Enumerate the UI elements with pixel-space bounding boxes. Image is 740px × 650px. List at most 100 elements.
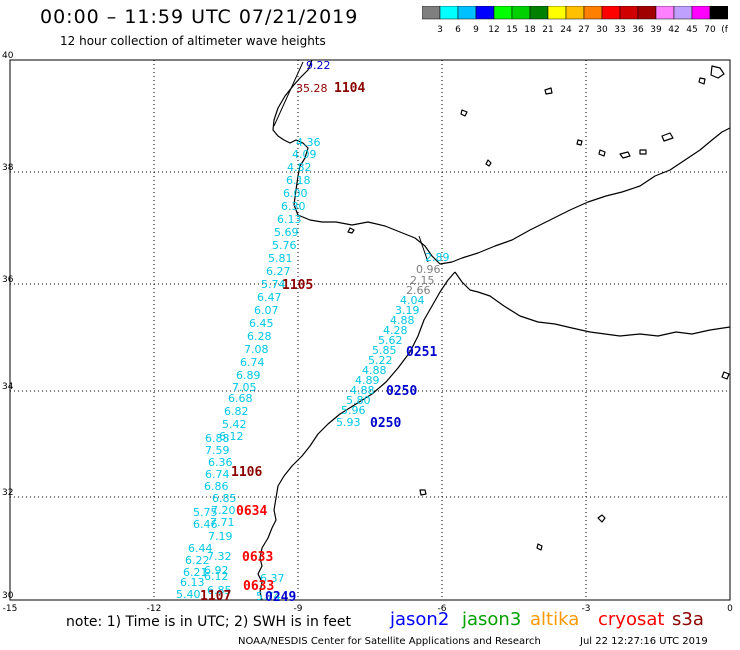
swh-value: 0.96 xyxy=(416,263,441,276)
swh-value: 6.44 xyxy=(188,542,213,555)
legend-label: 9 xyxy=(473,25,479,35)
swh-value: 5.81 xyxy=(268,252,293,265)
swh-value: 7.32 xyxy=(207,550,232,563)
pass-time-label: 0633 xyxy=(243,579,274,594)
swh-value: 7.08 xyxy=(244,343,269,356)
swh-value: 5.22 xyxy=(368,354,393,367)
footer-timestamp: Jul 22 12:27:16 UTC 2019 xyxy=(580,636,708,647)
legend-label: 18 xyxy=(524,25,536,35)
swh-value: 6.00 xyxy=(283,187,308,200)
swh-value: 4.28 xyxy=(383,324,408,337)
swh-value: 4.89 xyxy=(355,374,380,387)
swh-value: 6.36 xyxy=(208,456,233,469)
legend-label: 15 xyxy=(506,25,517,35)
swh-value: 4.04 xyxy=(400,294,425,307)
swh-value: 5.85 xyxy=(372,344,397,357)
legend-label: 33 xyxy=(614,25,625,35)
legend-label: 12 xyxy=(488,25,499,35)
pass-time-labels: 1104 1105 1106 1107 0634 0633 0633 0251 0250 0250… xyxy=(200,81,437,605)
swh-value: 35.28 xyxy=(296,82,328,95)
track-value-labels: 4.364.094.826.186.006.306.135.695.765.81… xyxy=(176,59,450,603)
ground-tracks xyxy=(273,61,429,263)
legend-label: 42 xyxy=(668,25,679,35)
swh-value: 6.82 xyxy=(224,405,249,418)
swh-value: 6.74 xyxy=(205,468,230,481)
legend-label: 21 xyxy=(542,25,553,35)
satellite-cryosat: cryosat xyxy=(598,609,665,630)
lon-label: -12 xyxy=(147,604,162,614)
swh-value: 6.27 xyxy=(266,265,291,278)
swh-value: 6.88 xyxy=(205,432,230,445)
swh-value: 6.30 xyxy=(281,200,306,213)
legend-label: 3 xyxy=(437,25,443,35)
swh-value: 4.88 xyxy=(390,314,415,327)
legend-swatch xyxy=(709,6,728,20)
legend-label: 27 xyxy=(578,25,589,35)
swh-value: 6.22 xyxy=(185,554,210,567)
legend-label: 24 xyxy=(560,25,572,35)
swh-value: 5.40 xyxy=(176,588,201,601)
satellite-jason2: jason2 xyxy=(390,609,450,630)
swh-value: 7.71 xyxy=(210,516,235,529)
axis-labels: 40 38 36 34 32 30 -15 -12 -9 -6 -3 0 xyxy=(2,51,733,614)
swh-value: 6.28 xyxy=(247,330,272,343)
swh-value: 5.74 xyxy=(256,590,281,603)
swh-value: 6.12 xyxy=(219,430,244,443)
footer-credit: NOAA/NESDIS Center for Satellite Applica… xyxy=(238,636,541,647)
lat-label: 40 xyxy=(2,51,14,61)
swh-value: 6.13 xyxy=(180,576,205,589)
swh-value: 6.85 xyxy=(212,492,237,505)
swh-value: 2.89 xyxy=(425,251,450,264)
swh-value: 5.42 xyxy=(222,418,247,431)
swh-value: 9.22 xyxy=(306,59,331,72)
swh-value: 7.20 xyxy=(211,504,236,517)
note-text: note: 1) Time is in UTC; 2) SWH is in fe… xyxy=(66,614,352,630)
swh-value: 5.74 xyxy=(261,278,286,291)
swh-value: 5.93 xyxy=(336,416,361,429)
swh-value: 2.15 xyxy=(410,274,435,287)
lon-label: -15 xyxy=(3,604,18,614)
lon-label: -6 xyxy=(438,604,447,614)
legend-label: 30 xyxy=(596,25,608,35)
lat-label: 38 xyxy=(2,163,14,173)
swh-value: 6.68 xyxy=(228,392,253,405)
swh-value: 7.59 xyxy=(205,444,230,457)
pass-time-label: 1107 xyxy=(200,589,231,604)
map-title: 00:00 – 11:59 UTC 07/21/2019 xyxy=(40,6,359,28)
swh-value: 7.05 xyxy=(232,381,257,394)
lat-label: 34 xyxy=(2,382,14,392)
swh-value: 4.36 xyxy=(296,136,321,149)
swh-value: 6.45 xyxy=(249,317,274,330)
swh-value: 6.89 xyxy=(236,369,261,382)
swh-value: 6.46 xyxy=(193,518,218,531)
swh-value: 6.37 xyxy=(260,572,285,585)
satellite-jason3: jason3 xyxy=(462,609,522,630)
swh-value: 5.76 xyxy=(272,239,297,252)
pass-time-label: 0251 xyxy=(406,345,437,360)
swh-value: 4.82 xyxy=(287,161,312,174)
pass-time-label: 0634 xyxy=(236,504,267,519)
pass-time-label: 1104 xyxy=(334,81,365,96)
lat-label: 36 xyxy=(2,275,14,285)
swh-value: 6.92 xyxy=(204,564,229,577)
pass-time-label: 0633 xyxy=(242,550,273,565)
coastline xyxy=(257,59,731,601)
pass-time-label: 1106 xyxy=(231,465,262,480)
lon-label: 0 xyxy=(727,604,733,614)
satellite-altika: altika xyxy=(530,609,580,630)
swh-value: 5.69 xyxy=(274,226,299,239)
swh-value: 4.88 xyxy=(362,364,387,377)
satellite-s3a: s3a xyxy=(672,609,704,630)
pass-time-label: 0250 xyxy=(370,416,401,431)
legend-label: 45 xyxy=(686,25,697,35)
swh-value: 6.13 xyxy=(277,213,302,226)
legend-label: 39 xyxy=(650,25,662,35)
swh-value: 5.75 xyxy=(193,506,218,519)
legend-label: 70 xyxy=(704,25,716,35)
swh-value: 6.47 xyxy=(257,291,282,304)
swh-value: 6.74 xyxy=(240,356,265,369)
swh-value: 7.19 xyxy=(208,530,233,543)
legend-label: (ft) xyxy=(721,25,728,35)
